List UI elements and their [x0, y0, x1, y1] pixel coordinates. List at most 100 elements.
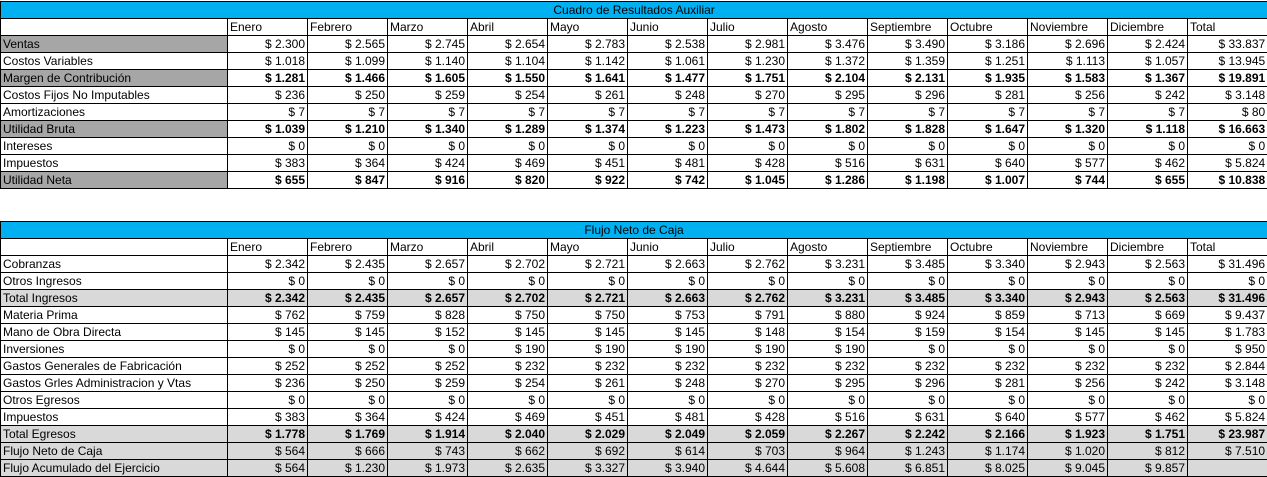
value-cell[interactable]: $ 564: [227, 459, 308, 477]
column-header[interactable]: Noviembre: [1027, 238, 1108, 256]
value-cell[interactable]: $ 1.802: [787, 120, 868, 138]
value-cell[interactable]: $ 296: [867, 374, 948, 392]
value-cell[interactable]: $ 2.657: [387, 255, 468, 273]
value-cell[interactable]: $ 3.485: [867, 289, 948, 307]
value-cell[interactable]: $ 242: [1107, 374, 1188, 392]
value-cell[interactable]: $ 7: [547, 103, 628, 121]
value-cell[interactable]: $ 7: [627, 103, 708, 121]
value-cell[interactable]: $ 0: [1027, 137, 1108, 155]
value-cell[interactable]: $ 2.696: [1027, 35, 1108, 53]
value-cell[interactable]: $ 2.435: [307, 289, 388, 307]
value-cell[interactable]: $ 145: [627, 323, 708, 341]
value-cell[interactable]: $ 3.340: [947, 289, 1028, 307]
column-header[interactable]: Octubre: [947, 18, 1028, 36]
value-cell[interactable]: $ 7: [387, 103, 468, 121]
value-cell[interactable]: $ 80: [1186, 103, 1267, 121]
value-cell[interactable]: $ 16.663: [1186, 120, 1267, 138]
value-cell[interactable]: $ 451: [547, 154, 628, 172]
value-cell[interactable]: $ 5.824: [1186, 408, 1267, 426]
value-cell[interactable]: $ 1.020: [1027, 442, 1108, 460]
value-cell[interactable]: $ 2.563: [1107, 255, 1188, 273]
value-cell[interactable]: $ 922: [547, 171, 628, 189]
value-cell[interactable]: $ 1.099: [307, 52, 388, 70]
value-cell[interactable]: $ 2.104: [787, 69, 868, 87]
value-cell[interactable]: $ 2.783: [547, 35, 628, 53]
value-cell[interactable]: $ 190: [627, 340, 708, 358]
row-label[interactable]: Impuestos: [0, 154, 228, 172]
value-cell[interactable]: $ 7: [227, 103, 308, 121]
value-cell[interactable]: $ 7: [787, 103, 868, 121]
value-cell[interactable]: $ 145: [227, 323, 308, 341]
row-label[interactable]: Costos Fijos No Imputables: [0, 86, 228, 104]
column-header[interactable]: Septiembre: [867, 18, 948, 36]
value-cell[interactable]: $ 232: [787, 357, 868, 375]
value-cell[interactable]: $ 0: [227, 137, 308, 155]
value-cell[interactable]: $ 0: [387, 137, 468, 155]
value-cell[interactable]: $ 3.186: [947, 35, 1028, 53]
value-cell[interactable]: $ 8.025: [947, 459, 1028, 477]
value-cell[interactable]: $ 3.148: [1186, 374, 1267, 392]
value-cell[interactable]: $ 2.424: [1107, 35, 1188, 53]
value-cell[interactable]: $ 232: [867, 357, 948, 375]
column-header[interactable]: Abril: [467, 238, 548, 256]
value-cell[interactable]: $ 2.721: [547, 289, 628, 307]
value-cell[interactable]: $ 481: [627, 408, 708, 426]
value-cell[interactable]: $ 1.007: [947, 171, 1028, 189]
value-cell[interactable]: $ 451: [547, 408, 628, 426]
value-cell[interactable]: $ 2.981: [707, 35, 788, 53]
value-cell[interactable]: $ 0: [707, 137, 788, 155]
value-cell[interactable]: $ 0: [387, 391, 468, 409]
value-cell[interactable]: $ 2.943: [1027, 255, 1108, 273]
value-cell[interactable]: $ 759: [307, 306, 388, 324]
value-cell[interactable]: $ 0: [627, 137, 708, 155]
value-cell[interactable]: $ 577: [1027, 408, 1108, 426]
value-cell[interactable]: $ 916: [387, 171, 468, 189]
value-cell[interactable]: $ 236: [227, 374, 308, 392]
value-cell[interactable]: $ 469: [467, 154, 548, 172]
column-header[interactable]: Agosto: [787, 18, 868, 36]
column-header[interactable]: Diciembre: [1107, 18, 1188, 36]
value-cell[interactable]: $ 0: [227, 340, 308, 358]
value-cell[interactable]: $ 0: [1027, 340, 1108, 358]
value-cell[interactable]: $ 847: [307, 171, 388, 189]
value-cell[interactable]: $ 252: [227, 357, 308, 375]
row-label[interactable]: Cobranzas: [0, 255, 228, 273]
value-cell[interactable]: $ 9.045: [1027, 459, 1108, 477]
value-cell[interactable]: $ 0: [547, 391, 628, 409]
row-label[interactable]: Otros Ingresos: [0, 272, 228, 290]
value-cell[interactable]: $ 820: [467, 171, 548, 189]
value-cell[interactable]: $ 1.367: [1107, 69, 1188, 87]
value-cell[interactable]: $ 2.300: [227, 35, 308, 53]
value-cell[interactable]: $ 631: [867, 154, 948, 172]
value-cell[interactable]: $ 145: [1107, 323, 1188, 341]
value-cell[interactable]: $ 666: [307, 442, 388, 460]
value-cell[interactable]: $ 1.778: [227, 425, 308, 443]
value-cell[interactable]: $ 564: [227, 442, 308, 460]
value-cell[interactable]: $ 252: [387, 357, 468, 375]
value-cell[interactable]: $ 0: [387, 340, 468, 358]
value-cell[interactable]: $ 1.230: [307, 459, 388, 477]
column-header[interactable]: Diciembre: [1107, 238, 1188, 256]
row-label[interactable]: Utilidad Bruta: [0, 120, 228, 138]
value-cell[interactable]: $ 31.496: [1186, 289, 1267, 307]
value-cell[interactable]: $ 631: [867, 408, 948, 426]
value-cell[interactable]: $ 0: [947, 340, 1028, 358]
value-cell[interactable]: $ 252: [307, 357, 388, 375]
value-cell[interactable]: $ 1.289: [467, 120, 548, 138]
value-cell[interactable]: $ 577: [1027, 154, 1108, 172]
value-cell[interactable]: $ 669: [1107, 306, 1188, 324]
column-header[interactable]: Mayo: [547, 18, 628, 36]
value-cell[interactable]: $ 2.654: [467, 35, 548, 53]
value-cell[interactable]: $ 3.327: [547, 459, 628, 477]
value-cell[interactable]: $ 1.281: [227, 69, 308, 87]
value-cell[interactable]: $ 640: [947, 154, 1028, 172]
value-cell[interactable]: $ 828: [387, 306, 468, 324]
value-cell[interactable]: $ 1.914: [387, 425, 468, 443]
value-cell[interactable]: $ 481: [627, 154, 708, 172]
value-cell[interactable]: $ 1.477: [627, 69, 708, 87]
value-cell[interactable]: $ 232: [1027, 357, 1108, 375]
value-cell[interactable]: $ 0: [787, 391, 868, 409]
header-blank-cell[interactable]: [0, 18, 228, 36]
value-cell[interactable]: $ 1.198: [867, 171, 948, 189]
value-cell[interactable]: $ 1.769: [307, 425, 388, 443]
